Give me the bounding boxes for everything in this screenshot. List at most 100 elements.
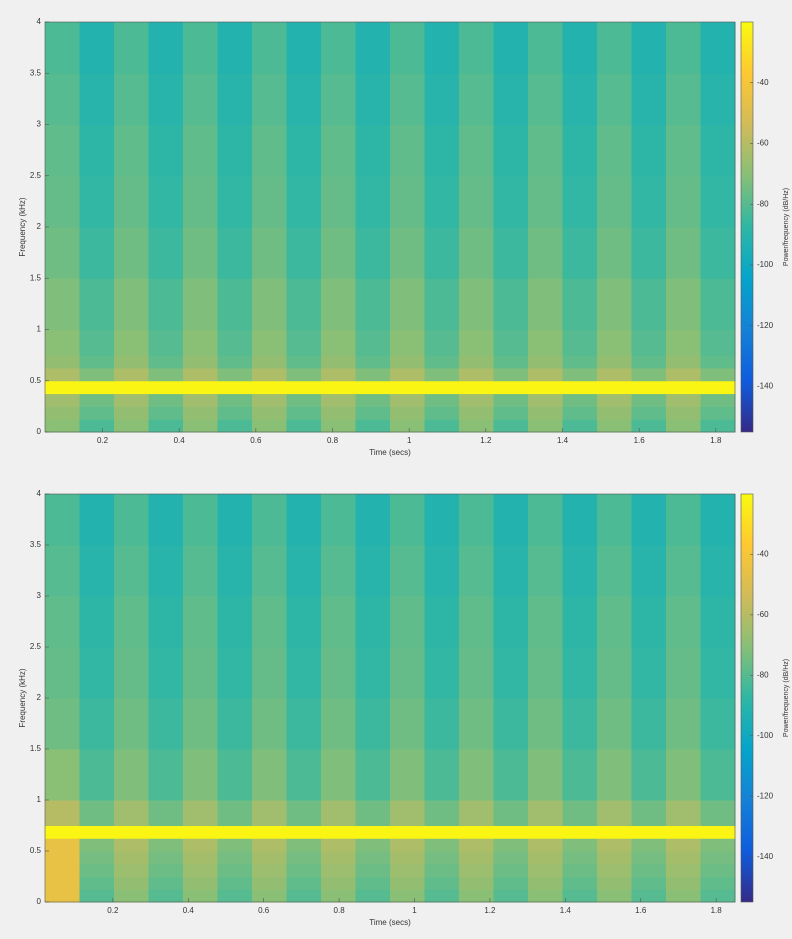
y-tick-label: 1 (37, 325, 42, 334)
cell (459, 545, 494, 597)
cell (666, 647, 701, 699)
cell (148, 406, 184, 420)
cell (493, 73, 529, 125)
cell (597, 278, 632, 330)
cell (528, 863, 563, 877)
cell (252, 355, 287, 369)
cell (45, 800, 80, 826)
cell (390, 393, 425, 407)
cell (114, 494, 149, 546)
cell (355, 175, 391, 228)
cell (493, 800, 529, 826)
cell (459, 647, 494, 699)
cell (45, 876, 80, 890)
cell (424, 889, 460, 903)
y-tick-label: 1.5 (30, 744, 42, 753)
cell (183, 367, 218, 382)
cell (217, 647, 253, 699)
cell (493, 406, 529, 420)
cell (390, 863, 425, 877)
cell (666, 393, 701, 407)
cell (148, 73, 184, 125)
cell (79, 355, 115, 369)
cell (183, 545, 218, 597)
cell (148, 393, 184, 407)
cell (631, 647, 667, 699)
cell (114, 647, 149, 699)
cell (493, 851, 529, 865)
cell (528, 393, 563, 407)
cell (493, 889, 529, 903)
cell (217, 22, 253, 74)
cell (148, 22, 184, 74)
cell (528, 876, 563, 890)
cell (321, 22, 356, 74)
cell (390, 124, 425, 177)
cell (355, 889, 391, 903)
cell (390, 876, 425, 890)
cell (424, 22, 460, 74)
cell (459, 380, 494, 395)
cell (79, 698, 115, 750)
cell (493, 876, 529, 890)
cell (45, 494, 80, 546)
colorbar (740, 493, 754, 903)
cell (700, 367, 736, 382)
colorbar-tick-label: -120 (757, 321, 774, 330)
cell (666, 380, 701, 395)
cell (45, 380, 80, 395)
cell (562, 825, 598, 839)
cell (321, 329, 356, 356)
cell (183, 749, 218, 801)
cell (390, 329, 425, 356)
cell (597, 406, 632, 420)
cell (528, 825, 563, 839)
cell (700, 800, 736, 826)
cell (528, 889, 563, 903)
colorbar-tick-label: -140 (757, 852, 774, 861)
cell (631, 698, 667, 750)
cell (631, 355, 667, 369)
cell (459, 419, 494, 433)
cell (217, 175, 253, 228)
cell (562, 227, 598, 279)
cell (493, 124, 529, 177)
cell (45, 851, 80, 865)
cell (631, 863, 667, 877)
cell (424, 800, 460, 826)
cell (631, 494, 667, 546)
cell (597, 22, 632, 74)
cell (459, 278, 494, 330)
cell (114, 596, 149, 648)
cell (252, 175, 287, 228)
cell (321, 393, 356, 407)
cell (286, 406, 322, 420)
cell (79, 278, 115, 330)
cell (217, 367, 253, 382)
cell (700, 355, 736, 369)
cell (355, 838, 391, 852)
cell (286, 889, 322, 903)
cell (424, 596, 460, 648)
colorbar-tick-label: -40 (757, 550, 769, 559)
cell (562, 889, 598, 903)
x-axis-label: Time (secs) (369, 448, 411, 457)
cell (252, 393, 287, 407)
cell (424, 278, 460, 330)
cell (666, 889, 701, 903)
cell (459, 124, 494, 177)
cell (528, 647, 563, 699)
colorbar-tick-label: -40 (757, 78, 769, 87)
cell (459, 175, 494, 228)
cell (114, 278, 149, 330)
cell (252, 278, 287, 330)
cell (114, 367, 149, 382)
y-tick-label: 0.5 (30, 376, 42, 385)
cell (700, 22, 736, 74)
cell (148, 380, 184, 395)
cell (459, 367, 494, 382)
cell (528, 419, 563, 433)
cell (79, 825, 115, 839)
cell (528, 22, 563, 74)
cell (252, 800, 287, 826)
